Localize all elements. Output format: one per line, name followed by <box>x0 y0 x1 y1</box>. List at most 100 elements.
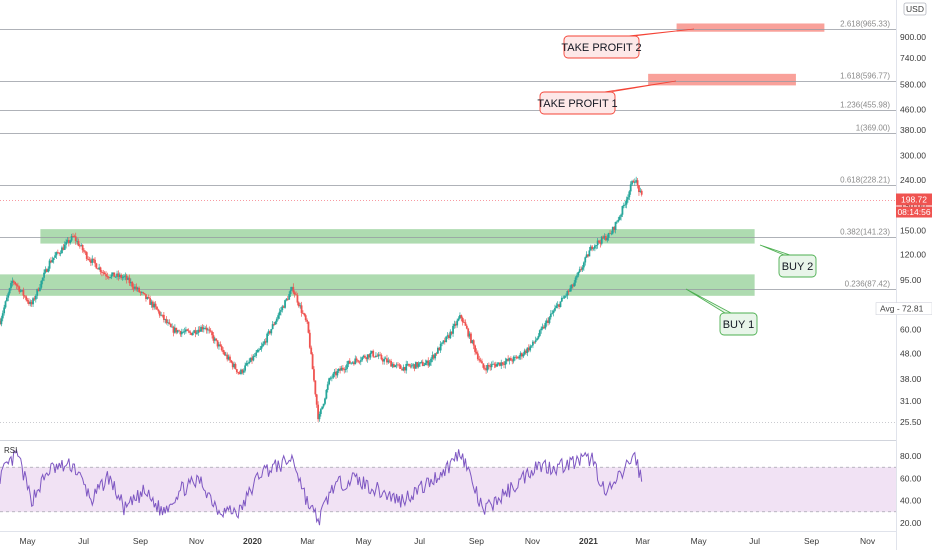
candle-body <box>63 244 66 250</box>
rsi-axis[interactable]: 20.00 40.00 60.00 80.00 <box>900 451 922 528</box>
candle <box>73 234 76 238</box>
candle <box>321 406 324 410</box>
last-price-tag[interactable] <box>896 193 932 206</box>
candle <box>4 300 7 309</box>
candle-body <box>545 320 548 323</box>
candle <box>369 350 372 360</box>
candle-body <box>116 273 118 277</box>
candle-body <box>409 365 412 367</box>
candle-body <box>372 350 375 357</box>
candle <box>441 342 443 347</box>
candle-body <box>515 356 518 358</box>
candle-body <box>76 240 79 242</box>
candle-body <box>633 182 636 183</box>
candle <box>631 179 633 186</box>
candle <box>300 301 303 317</box>
price-tick-label: 460.00 <box>900 105 926 115</box>
candle <box>77 238 80 247</box>
candle-body <box>296 295 299 303</box>
candle-body <box>257 349 260 351</box>
buy-zone[interactable] <box>0 274 755 296</box>
callout-box[interactable] <box>719 312 758 336</box>
candle-body <box>526 347 529 353</box>
candle-body <box>259 348 262 350</box>
candle-body <box>504 361 507 365</box>
time-axis[interactable]: May Jul Sep Nov 2020 Mar May Jul Sep Nov 2021 Mar Ma… <box>20 536 876 546</box>
candle <box>129 278 132 287</box>
candle <box>180 328 183 338</box>
candle-body <box>585 254 588 258</box>
price-axis[interactable]: 25.5031.0038.0048.0060.0075.0095.00120.0… <box>900 32 926 427</box>
candle <box>14 281 17 286</box>
candle <box>610 230 613 236</box>
callout-box[interactable] <box>563 35 640 59</box>
candle <box>625 196 628 209</box>
buy-zone[interactable] <box>40 229 755 244</box>
candle-body <box>346 364 348 369</box>
candle <box>628 190 631 201</box>
avg-tag[interactable] <box>875 302 932 315</box>
candle-body <box>251 357 253 361</box>
time-tick-label: 2020 <box>243 536 262 546</box>
candle-body <box>375 355 377 358</box>
candle <box>452 323 454 337</box>
candle <box>246 360 249 367</box>
candle-body <box>85 252 88 259</box>
candle <box>570 284 573 292</box>
take-profit-zone[interactable] <box>648 73 796 86</box>
candle <box>368 353 370 361</box>
candle <box>281 304 284 313</box>
candle <box>117 270 120 281</box>
candle <box>475 348 478 355</box>
candle-body <box>56 252 59 253</box>
candle-body <box>490 364 493 368</box>
candle <box>464 319 467 326</box>
candle-body <box>143 293 146 295</box>
candle <box>196 329 198 336</box>
candle-body <box>293 292 296 295</box>
candle <box>544 320 547 330</box>
candle-body <box>556 304 559 306</box>
candle <box>263 339 266 346</box>
candle-body <box>425 360 428 364</box>
candle <box>157 308 160 314</box>
candle-body <box>474 345 476 352</box>
candle-body <box>551 312 554 314</box>
candle-body <box>617 219 620 222</box>
candle <box>365 356 368 362</box>
candle-body <box>270 329 273 334</box>
rsi-tick-label: 80.00 <box>900 451 922 461</box>
candle-body <box>222 349 224 353</box>
candle <box>193 329 196 334</box>
callout-box[interactable] <box>778 254 817 278</box>
candle-body <box>439 343 442 351</box>
candle-body <box>88 259 91 261</box>
candle-body <box>121 277 124 279</box>
candle <box>308 329 311 349</box>
candle <box>577 271 580 278</box>
candle-body <box>336 371 339 376</box>
candle <box>419 362 421 367</box>
candle <box>417 361 420 369</box>
candle-body <box>618 216 621 220</box>
candle-body <box>452 325 454 334</box>
take-profit-zone[interactable] <box>676 23 825 32</box>
currency-badge[interactable] <box>903 2 927 16</box>
candle-body <box>255 352 258 356</box>
candle <box>134 283 136 291</box>
candle <box>485 364 487 374</box>
candle <box>379 351 381 356</box>
candle <box>518 355 521 360</box>
candle <box>412 363 415 369</box>
candle-body <box>306 320 308 322</box>
fib-label: 0.236(87.42) <box>845 280 891 289</box>
candle-body <box>570 284 573 289</box>
candle <box>94 257 96 267</box>
callout-box[interactable] <box>539 91 616 115</box>
candle-body <box>242 370 245 373</box>
candle-body <box>417 363 420 367</box>
candle-body <box>423 365 426 366</box>
candle-body <box>91 258 94 263</box>
candle-body <box>80 244 83 246</box>
